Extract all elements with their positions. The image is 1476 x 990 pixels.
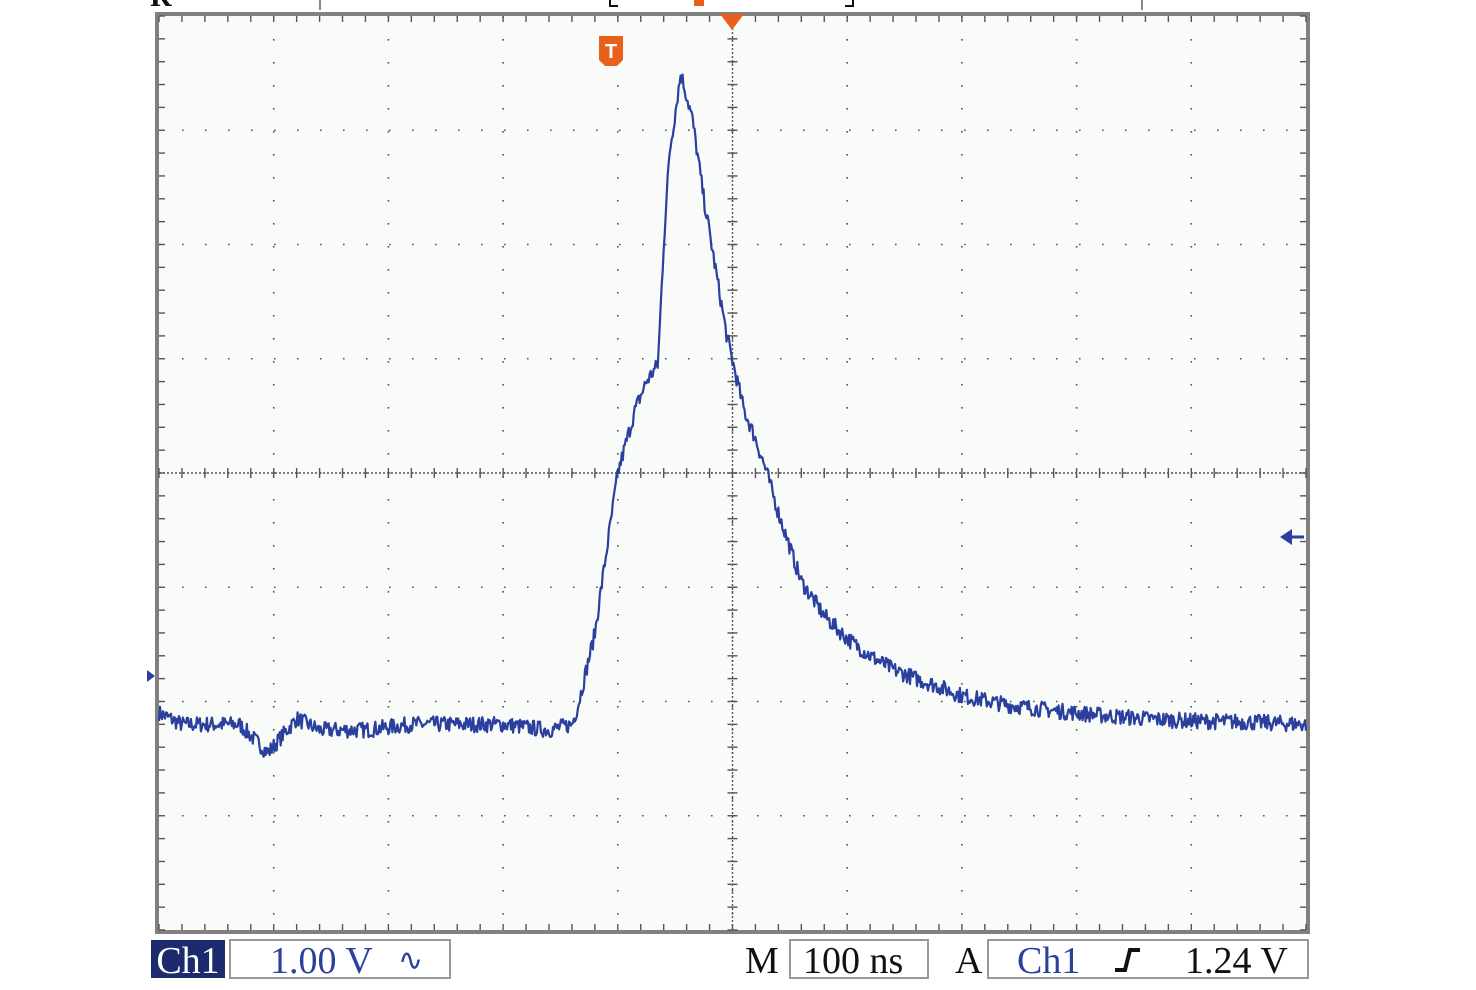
ch1-waveform-trace <box>157 73 1308 758</box>
timebase-box[interactable] <box>789 939 929 979</box>
volts-per-div: 1.00 V <box>270 940 373 982</box>
channel-label: Ch1 <box>156 940 219 982</box>
top-header-strip: R <box>150 0 1143 13</box>
status-bar: Ch1 1.00 V ∿ M 100 ns A Ch1 1.24 V <box>151 939 1309 982</box>
coupling-icon: ∿ <box>398 943 423 978</box>
rising-edge-icon <box>1115 948 1140 972</box>
header-bracket <box>609 0 618 7</box>
trigger-marker-label: T <box>605 41 617 63</box>
time-reference-icon <box>720 14 744 30</box>
trigger-level-icon <box>1280 529 1304 545</box>
trigger-position-marker: T <box>599 36 623 66</box>
vertical-scale-box[interactable] <box>229 939 451 979</box>
header-trigger-position-mark <box>694 0 704 6</box>
trigger-box[interactable] <box>987 939 1309 979</box>
t-flag-icon <box>599 36 623 66</box>
graticule-grid <box>158 15 1307 931</box>
trigger-source: Ch1 <box>1017 940 1080 982</box>
header-bracket <box>845 0 854 7</box>
time-per-div: 100 ns <box>803 940 903 982</box>
trigger-mode: A <box>955 940 983 982</box>
ground-level-icon <box>147 670 155 682</box>
top-left-text: R <box>150 0 172 13</box>
trigger-level: 1.24 V <box>1185 940 1288 982</box>
timebase-prefix: M <box>745 940 779 982</box>
channel-badge[interactable] <box>151 940 225 978</box>
